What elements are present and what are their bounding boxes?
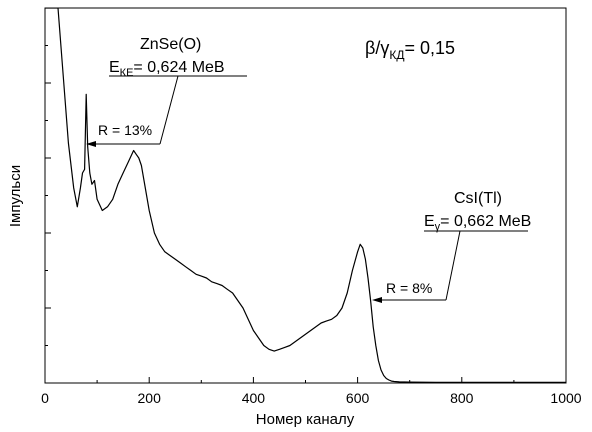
series-group [45,8,566,383]
ratio-rest: = 0,15 [404,38,455,58]
csi-arrow-head [372,297,382,303]
csi-leader-line [445,230,461,301]
y-axis-label: Імпульси [7,165,24,227]
csi-resolution: R = 8% [386,280,432,296]
x-tick-label: 800 [450,390,474,406]
ratio-sub: КД [389,48,404,62]
csi-energy-rest: = 0,662 MeВ [440,213,531,230]
x-axis-ticks: 0 200 400 600 800 1000 [41,377,582,406]
x-tick-label: 600 [346,390,370,406]
znse-resolution: R = 13% [98,122,152,138]
znse-title: ZnSe(O) [140,36,201,53]
spectrum-series-line [45,8,566,383]
x-tick-label: 0 [41,390,49,406]
x-axis-label: Номер каналу [256,411,355,428]
csi-energy-sub: γ [435,221,441,233]
znse-energy-rest: = 0,624 MeВ [133,59,224,76]
ratio-main: β/γ [365,38,389,58]
csi-energy: Eγ= 0,662 MeВ [424,213,531,233]
csi-title: CsI(Tl) [454,190,502,207]
x-tick-label: 200 [138,390,162,406]
csi-energy-main: E [424,213,435,230]
znse-energy-sub: КЕ [120,67,134,79]
znse-energy-main: E [109,59,120,76]
ratio-annotation: β/γКД= 0,15 [365,38,455,62]
y-axis-ticks [45,7,51,384]
x-tick-label: 1000 [550,390,581,406]
znse-arrow-head [86,141,96,147]
x-tick-label: 400 [242,390,266,406]
znse-leader-line [159,75,179,145]
